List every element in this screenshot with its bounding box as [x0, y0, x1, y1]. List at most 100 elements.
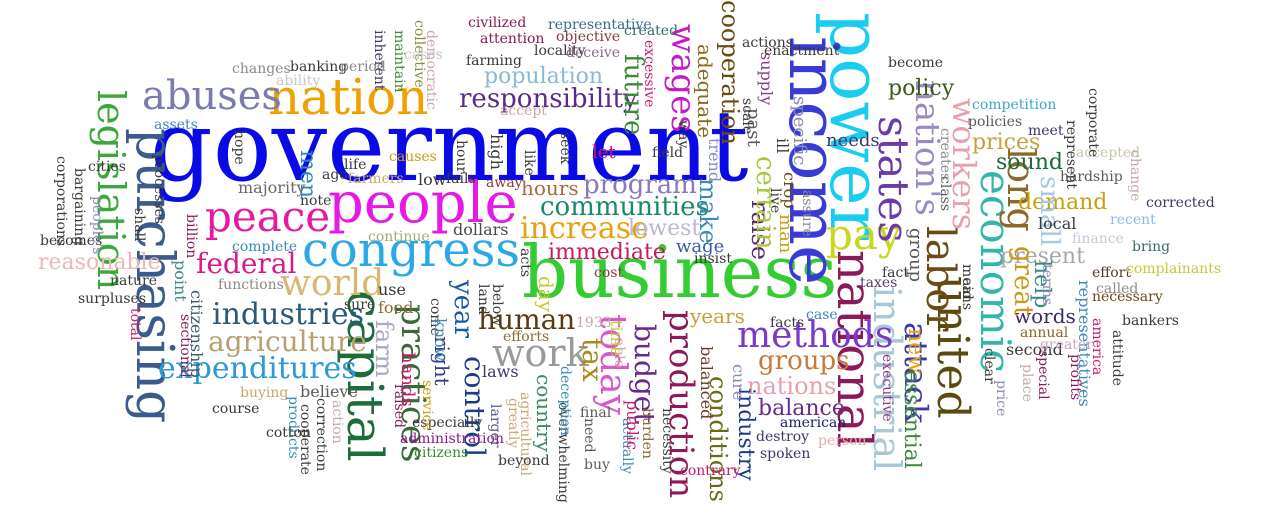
word-competition: competition	[972, 97, 1057, 113]
word-facts: facts	[770, 315, 805, 331]
word-balanced: balanced	[697, 346, 716, 420]
word-destroy: destroy	[756, 429, 810, 445]
word-use: use	[378, 280, 406, 299]
word-course: course	[212, 401, 260, 417]
word-nations: nations	[747, 372, 837, 400]
word-necessary: necessary	[1092, 289, 1163, 305]
word-assure: assure	[799, 190, 815, 237]
word-expenditures: expenditures	[158, 351, 357, 386]
word-become: become	[888, 55, 944, 71]
word-enactment: enactment	[764, 43, 840, 59]
word-world: world	[280, 263, 385, 304]
word-bargaining: bargaining	[71, 168, 87, 246]
word-excessive: excessive	[641, 40, 657, 108]
word-acts: acts	[517, 248, 533, 277]
word-greatly: greatly	[505, 398, 521, 449]
word-contrary: contrary	[680, 463, 741, 479]
word-bankers: bankers	[1122, 313, 1179, 329]
word-annual: annual	[1020, 325, 1069, 341]
word-prices: prices	[972, 130, 1041, 155]
word-service: service	[419, 380, 435, 431]
word-demand: demand	[1018, 190, 1108, 215]
word-called: called	[1096, 281, 1139, 297]
word-away: away	[486, 175, 523, 191]
word-bring: bring	[1132, 239, 1171, 255]
word-work: work	[492, 331, 589, 375]
word-new: new	[903, 328, 928, 375]
word-land: land	[475, 284, 491, 315]
word-hope: hope	[231, 130, 247, 165]
word-price: price	[993, 380, 1009, 417]
word-creates: creates	[937, 128, 953, 181]
word-essential: essential	[899, 370, 924, 469]
word-created: created	[624, 23, 679, 39]
word-low: low	[418, 170, 447, 189]
word-represent: represent	[1063, 120, 1079, 190]
word-corporations: corporations	[53, 156, 69, 247]
word-change: change	[1127, 150, 1143, 202]
word-necessity: necessity	[659, 408, 675, 474]
word-attitude: attitude	[1109, 330, 1125, 386]
word-accept: accept	[500, 103, 547, 119]
word-time: time	[607, 320, 626, 357]
word-needs: needs	[826, 130, 880, 151]
word-small: small	[1034, 176, 1064, 247]
word-majority: majority	[238, 178, 306, 197]
word-country: country	[532, 374, 556, 452]
word-population: population	[484, 64, 604, 89]
word-nation: nation	[268, 68, 429, 126]
word-federal: federal	[196, 247, 297, 280]
word-below: below	[489, 284, 505, 327]
word-balance: balance	[758, 396, 845, 421]
word-groups: groups	[758, 346, 850, 376]
word-causes: causes	[389, 149, 437, 165]
word-hardship: hardship	[1060, 169, 1123, 185]
word-complete: complete	[232, 239, 298, 255]
word-buy: buy	[584, 457, 610, 473]
word-business: business	[522, 230, 838, 314]
word-cost: cost	[594, 265, 624, 281]
word-human: human	[478, 303, 576, 336]
word-corporate: corporate	[1085, 88, 1101, 158]
word-billion: billion	[183, 214, 199, 259]
word-attention: attention	[480, 31, 545, 47]
word-deceive: deceive	[566, 45, 621, 61]
word-clear: clear	[981, 348, 997, 384]
word-public: public	[623, 400, 642, 450]
word-actions: actions	[742, 35, 793, 51]
word-fact: fact	[882, 265, 909, 281]
word-raised: raised	[391, 384, 407, 428]
word-crop: crop	[780, 172, 799, 209]
word-especially: especially	[412, 415, 483, 431]
word-final: final	[580, 405, 612, 421]
word-citizens: citizens	[414, 445, 469, 461]
word-civilized: civilized	[468, 15, 527, 31]
word-second: second	[1006, 340, 1063, 359]
word-make: make	[694, 178, 722, 244]
word-nature: nature	[110, 273, 157, 289]
word-period: period	[340, 59, 386, 75]
word-recent: recent	[1110, 212, 1156, 228]
word-local: local	[1038, 214, 1077, 233]
word-correction: correction	[313, 398, 329, 472]
word-peace: peace	[205, 192, 331, 241]
word-cure: cure	[729, 364, 748, 401]
word-hour: hour	[453, 140, 469, 174]
word-abuses: abuses	[142, 73, 282, 119]
word-responsibility: responsibility	[459, 84, 638, 114]
word-profits: profits	[1067, 354, 1083, 401]
word-terms: terms	[1039, 264, 1055, 306]
word-present: present	[1000, 244, 1085, 269]
word-years: years	[690, 304, 745, 328]
word-pay: pay	[826, 210, 902, 259]
word-year: year	[448, 280, 478, 339]
word-beyond: beyond	[498, 453, 550, 469]
word-cities: cities	[88, 159, 126, 175]
word-day: day	[534, 276, 558, 313]
word-continue: continue	[368, 229, 430, 245]
word-corrected: corrected	[1146, 195, 1215, 211]
word-policies: policies	[968, 114, 1023, 130]
word-tax: tax	[576, 338, 609, 382]
word-like: like	[521, 150, 537, 176]
word-supply: supply	[757, 52, 776, 106]
